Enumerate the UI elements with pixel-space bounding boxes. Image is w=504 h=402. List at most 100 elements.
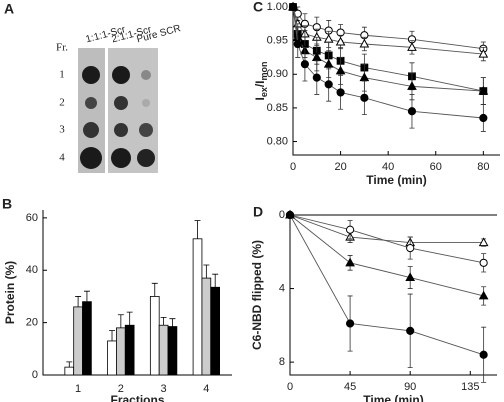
line: [289, 214, 484, 244]
dot: [114, 123, 128, 137]
marker: [406, 326, 415, 335]
bar: [192, 238, 203, 376]
error-bar: [212, 273, 219, 288]
bar: [107, 340, 117, 376]
line: [289, 214, 484, 356]
y-tick-label: 0.85: [267, 102, 288, 114]
row-label: 1: [59, 69, 65, 81]
y-tick-label: 0.80: [267, 135, 288, 147]
row-header: Fr.: [56, 42, 68, 54]
x-tick-label: 3: [161, 383, 167, 395]
x-tick-label: 0: [290, 161, 296, 173]
marker: [478, 237, 489, 247]
y-axis-label-part: /I: [253, 80, 267, 87]
bar: [158, 324, 169, 376]
y-axis-label: Iex/Imon: [253, 61, 269, 100]
bar: [167, 326, 178, 376]
y-tick-label: 0: [279, 209, 285, 221]
bar: [149, 296, 160, 376]
marker: [345, 257, 355, 267]
marker: [479, 258, 488, 267]
x-tick-label: 2: [118, 383, 124, 395]
line: [292, 6, 484, 55]
dot: [139, 123, 153, 137]
y-tick-label: 0.90: [267, 68, 288, 80]
error-bar: [203, 264, 210, 279]
bar: [201, 277, 212, 376]
dot: [85, 97, 97, 109]
dot: [137, 149, 155, 167]
line: [292, 6, 484, 50]
x-tick-label: 20: [334, 161, 346, 173]
dot: [141, 70, 151, 80]
error-bar: [126, 311, 133, 326]
x-axis-label: Time (min): [363, 393, 423, 402]
marker: [335, 65, 346, 75]
x-tick-label: 80: [477, 161, 489, 173]
bar: [82, 301, 92, 376]
error-bar: [160, 316, 167, 326]
dot: [112, 66, 130, 84]
marker: [300, 60, 309, 69]
dot: [83, 122, 99, 138]
row-label: 4: [59, 152, 65, 164]
marker: [406, 244, 415, 253]
y-tick-label: 60: [26, 212, 38, 224]
x-tick-label: 0: [287, 381, 293, 393]
x-tick-label: 4: [203, 383, 209, 395]
blot-dots: [80, 66, 155, 169]
marker: [479, 113, 488, 123]
dot: [111, 148, 131, 168]
y-tick-label: 20: [26, 317, 38, 329]
marker: [478, 85, 489, 95]
error-bar: [151, 282, 158, 297]
bar: [116, 327, 126, 376]
bar: [73, 306, 83, 376]
row-label: 2: [59, 97, 65, 109]
marker: [359, 38, 370, 48]
error-bar: [169, 318, 176, 327]
marker: [407, 81, 417, 90]
x-tick-label: 45: [344, 381, 356, 393]
x-tick-label: 1: [75, 383, 81, 395]
line: [292, 6, 484, 119]
error-bar: [194, 220, 201, 239]
dot: [114, 96, 128, 110]
marker: [312, 73, 321, 82]
marker: [479, 350, 488, 359]
y-tick-label: 0: [32, 369, 38, 381]
dot: [142, 99, 150, 107]
marker: [407, 42, 417, 51]
y-axis-label-part: ex: [259, 87, 269, 97]
marker: [405, 272, 416, 282]
dot: [80, 147, 102, 169]
bar: [210, 286, 221, 376]
y-axis-label-part: I: [253, 97, 267, 100]
marker: [288, 2, 298, 12]
x-axis-label: Time (min): [366, 173, 426, 187]
x-tick-label: 40: [382, 161, 394, 173]
y-axis-label: Protein (%): [3, 261, 17, 324]
panel-label: C: [253, 0, 263, 15]
line: [292, 6, 484, 92]
error-bar: [83, 290, 90, 302]
panel-label: D: [253, 204, 263, 220]
marker: [285, 210, 295, 220]
marker: [360, 93, 369, 102]
marker: [336, 88, 345, 97]
panel-label: B: [2, 196, 12, 212]
line: [292, 6, 484, 92]
x-tick-label: 60: [430, 161, 442, 173]
line: [289, 214, 484, 297]
error-bar: [109, 330, 116, 341]
panel-label: A: [4, 1, 14, 17]
dot: [82, 66, 100, 84]
y-tick-label: 1.00: [267, 1, 288, 13]
y-tick-label: 4: [279, 282, 285, 294]
x-axis-label: Fractions: [110, 393, 164, 402]
marker: [323, 58, 334, 68]
y-tick-label: 0.95: [267, 35, 288, 47]
bar: [64, 366, 75, 376]
